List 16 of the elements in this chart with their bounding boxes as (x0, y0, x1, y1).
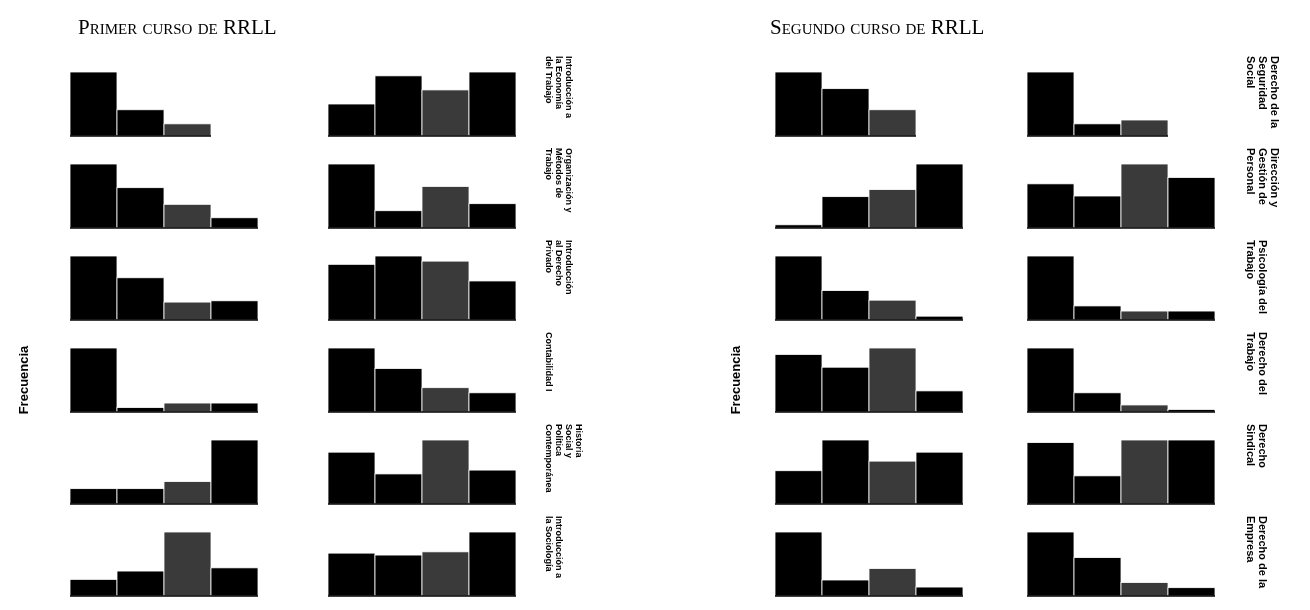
y2-axis-title: Dirección y Gestión de Personal (1245, 148, 1281, 209)
y2-axis-title: Introducción al Derecho Privado (544, 240, 574, 295)
y2-axis-title: Derecho Sindical (1245, 424, 1269, 469)
y2-axis-title: Derecho de la Empresa (1245, 516, 1269, 590)
y2-axis-title: Introducción a la Economía del Trabajo (544, 56, 574, 119)
y-axis-title: Frecuencia (16, 344, 31, 415)
y2-axis-title: Organización y Métodos de Trabajo (544, 148, 574, 213)
y-axis-title: Frecuencia (728, 344, 743, 415)
chart-title: Segundo curso de RRLL (770, 15, 985, 39)
y2-axis-title: Derecho de la Seguridad Social (1245, 56, 1281, 130)
y2-axis-title: Introducción a la Sociología (544, 516, 564, 579)
y2-axis-title: Derecho del Trabajo (1245, 332, 1269, 395)
chart-title: Primer curso de RRLL (78, 15, 277, 39)
y2-axis-title: Historia Social y Política Contemporánea (544, 424, 584, 494)
y2-axis-title: Contabilidad I (544, 332, 554, 392)
y2-axis-title: Psicología del Trabajo (1245, 240, 1269, 314)
